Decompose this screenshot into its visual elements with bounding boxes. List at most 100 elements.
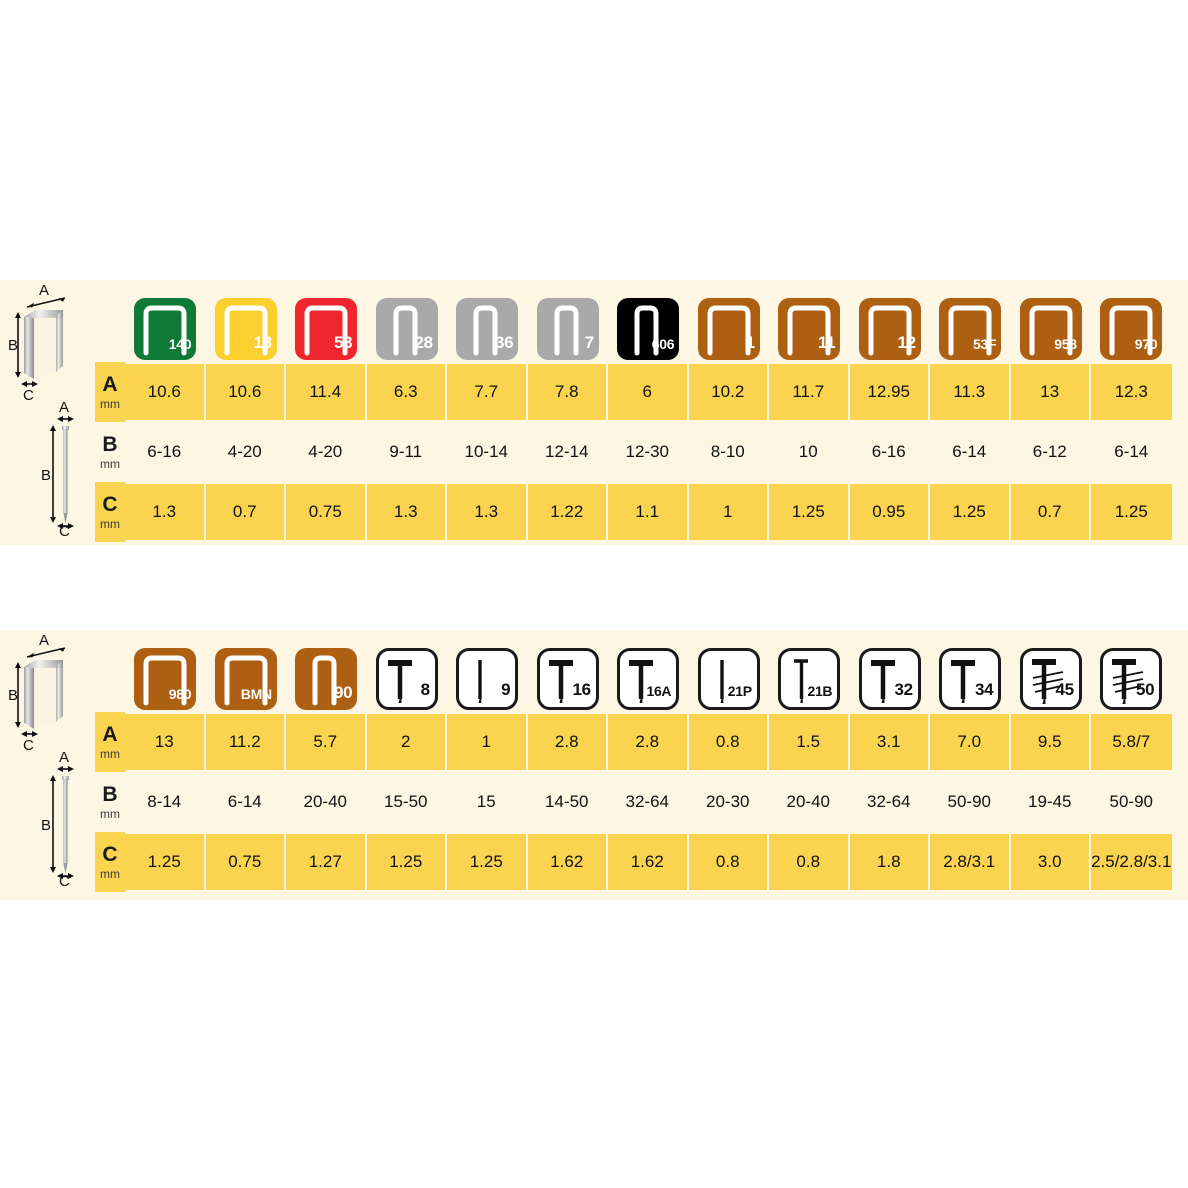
cell-B-32: 32-64 xyxy=(849,772,930,832)
cell-C-45: 3.0 xyxy=(1010,832,1091,892)
staple-shape xyxy=(548,660,573,703)
type-badge-980[interactable]: 980 xyxy=(134,648,197,710)
type-badge-53F[interactable]: 53F xyxy=(939,298,1002,360)
type-badge-606[interactable]: 606 xyxy=(617,298,680,360)
icon-cell-140[interactable]: 140 xyxy=(125,298,206,362)
cell-C-980: 1.25 xyxy=(125,832,206,892)
icon-cell-8[interactable]: 8 xyxy=(367,648,448,712)
type-badge-12[interactable]: 12 xyxy=(858,298,921,360)
cell-B-12: 6-16 xyxy=(849,422,930,482)
cell-C-21B: 0.8 xyxy=(769,832,850,892)
icon-cell-21B[interactable]: 21B xyxy=(769,648,850,712)
cell-C-140: 1.3 xyxy=(125,482,206,542)
cell-A-9: 1 xyxy=(447,712,528,772)
icon-cell-34[interactable]: 34 xyxy=(930,648,1011,712)
type-code-label: 13 xyxy=(253,333,272,352)
icon-cell-90[interactable]: 90 xyxy=(286,648,367,712)
type-badge-21B[interactable]: 21B xyxy=(778,648,841,710)
icon-cell-45[interactable]: 45 xyxy=(1011,648,1092,712)
row-label-unit: mm xyxy=(100,747,120,761)
type-badge-9[interactable]: 9 xyxy=(456,648,519,710)
cell-A-8: 2 xyxy=(366,712,447,772)
type-badge-32[interactable]: 32 xyxy=(858,648,921,710)
staple-shape xyxy=(224,655,268,706)
staple-shape xyxy=(312,655,337,706)
icon-cell-36[interactable]: 36 xyxy=(447,298,528,362)
type-badge-45[interactable]: 45 xyxy=(1019,648,1082,710)
cell-C-958: 0.7 xyxy=(1010,482,1091,542)
icon-cell-970[interactable]: 970 xyxy=(1091,298,1172,362)
cell-A-980: 13 xyxy=(125,712,206,772)
staple-shape xyxy=(1031,659,1063,704)
type-badge-140[interactable]: 140 xyxy=(134,298,197,360)
type-badge-53[interactable]: 53 xyxy=(295,298,358,360)
svg-text:C: C xyxy=(59,873,70,886)
cell-C-11: 1.25 xyxy=(769,482,850,542)
icon-cell-958[interactable]: 958 xyxy=(1011,298,1092,362)
icon-cell-12[interactable]: 12 xyxy=(850,298,931,362)
icon-cell-BMN[interactable]: BMN xyxy=(206,648,287,712)
icon-cell-13[interactable]: 13 xyxy=(206,298,287,362)
icon-cell-7[interactable]: 7 xyxy=(528,298,609,362)
svg-text:A: A xyxy=(39,634,49,649)
cell-C-36: 1.3 xyxy=(447,482,528,542)
type-badge-36[interactable]: 36 xyxy=(456,298,519,360)
type-badge-50[interactable]: 50 xyxy=(1100,648,1163,710)
row-label-unit: mm xyxy=(100,397,120,411)
row-label-unit: mm xyxy=(100,457,120,471)
type-badge-BMN[interactable]: BMN xyxy=(214,648,277,710)
type-badge-16A[interactable]: 16A xyxy=(617,648,680,710)
type-code-label: 7 xyxy=(584,333,594,352)
cell-B-28: 9-11 xyxy=(366,422,447,482)
type-badge-958[interactable]: 958 xyxy=(1019,298,1082,360)
cell-B-9: 15 xyxy=(447,772,528,832)
icon-cell-9[interactable]: 9 xyxy=(447,648,528,712)
type-badge-7[interactable]: 7 xyxy=(536,298,599,360)
type-badge-34[interactable]: 34 xyxy=(939,648,1002,710)
icon-cell-1[interactable]: 1 xyxy=(689,298,770,362)
icon-cell-16A[interactable]: 16A xyxy=(608,648,689,712)
cell-B-50: 50-90 xyxy=(1091,772,1172,832)
staple-shape xyxy=(224,305,268,356)
cell-C-50: 2.5/2.8/3.1 xyxy=(1091,832,1172,892)
type-badge-13[interactable]: 13 xyxy=(214,298,277,360)
type-badge-970[interactable]: 970 xyxy=(1100,298,1163,360)
icon-cell-28[interactable]: 28 xyxy=(367,298,448,362)
icon-cell-53[interactable]: 53 xyxy=(286,298,367,362)
cell-C-21P: 0.8 xyxy=(688,832,769,892)
svg-text:A: A xyxy=(59,399,69,416)
staple-shape xyxy=(868,305,912,356)
type-badge-11[interactable]: 11 xyxy=(778,298,841,360)
icon-cell-11[interactable]: 11 xyxy=(769,298,850,362)
type-badge-16[interactable]: 16 xyxy=(536,648,599,710)
icon-cell-50[interactable]: 50 xyxy=(1091,648,1172,712)
cell-A-21B: 1.5 xyxy=(769,712,850,772)
type-badge-90[interactable]: 90 xyxy=(295,648,358,710)
type-code-label: BMN xyxy=(240,686,272,702)
cell-B-21P: 20-30 xyxy=(688,772,769,832)
type-badge-21P[interactable]: 21P xyxy=(697,648,760,710)
type-code-label: 53F xyxy=(973,336,997,352)
icon-cell-16[interactable]: 16 xyxy=(528,648,609,712)
staple-shape xyxy=(1029,305,1073,356)
icon-cell-21P[interactable]: 21P xyxy=(689,648,770,712)
type-badge-1[interactable]: 1 xyxy=(697,298,760,360)
icon-cell-980[interactable]: 980 xyxy=(125,648,206,712)
cell-A-12: 12.95 xyxy=(849,362,930,422)
cell-B-53F: 6-14 xyxy=(930,422,1011,482)
staple-shape xyxy=(870,660,895,703)
cell-A-958: 13 xyxy=(1010,362,1091,422)
icon-cell-32[interactable]: 32 xyxy=(850,648,931,712)
icon-cell-53F[interactable]: 53F xyxy=(930,298,1011,362)
type-badge-8[interactable]: 8 xyxy=(375,648,438,710)
icon-row: 140 13 53 28 36 7 606 1 11 12 53F 958 970 xyxy=(95,280,1172,362)
type-code-label: 606 xyxy=(651,336,675,352)
icon-cell-606[interactable]: 606 xyxy=(608,298,689,362)
type-badge-28[interactable]: 28 xyxy=(375,298,438,360)
